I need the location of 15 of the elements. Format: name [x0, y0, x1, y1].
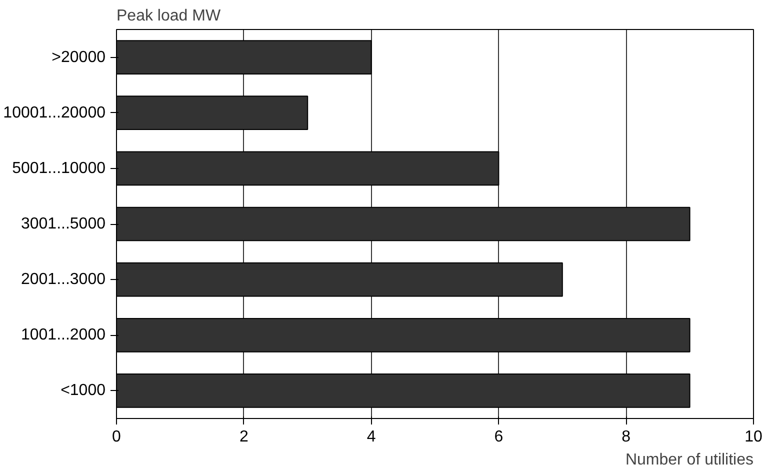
x-tick-label: 4 — [366, 428, 376, 446]
x-tick-label: 2 — [239, 428, 248, 446]
y-tick-label: 2001...3000 — [20, 271, 106, 288]
x-tick-label: 0 — [112, 428, 122, 446]
y-tick-label: 3001...5000 — [20, 216, 106, 232]
y-tick-label: 5001...10000 — [12, 160, 106, 177]
x-tick-label: 8 — [622, 428, 631, 446]
y-tick-label: 1001...2000 — [20, 326, 106, 344]
x-tick-label: 6 — [494, 428, 504, 446]
x-axis-title: Number of utilities — [625, 452, 754, 468]
y-axis-title: Peak load MW — [116, 8, 222, 24]
y-tick-label: >20000 — [52, 48, 106, 66]
y-tick-label: 10001...20000 — [3, 104, 106, 122]
y-tick-label: <1000 — [60, 382, 106, 400]
x-tick-label: 10 — [744, 428, 762, 446]
